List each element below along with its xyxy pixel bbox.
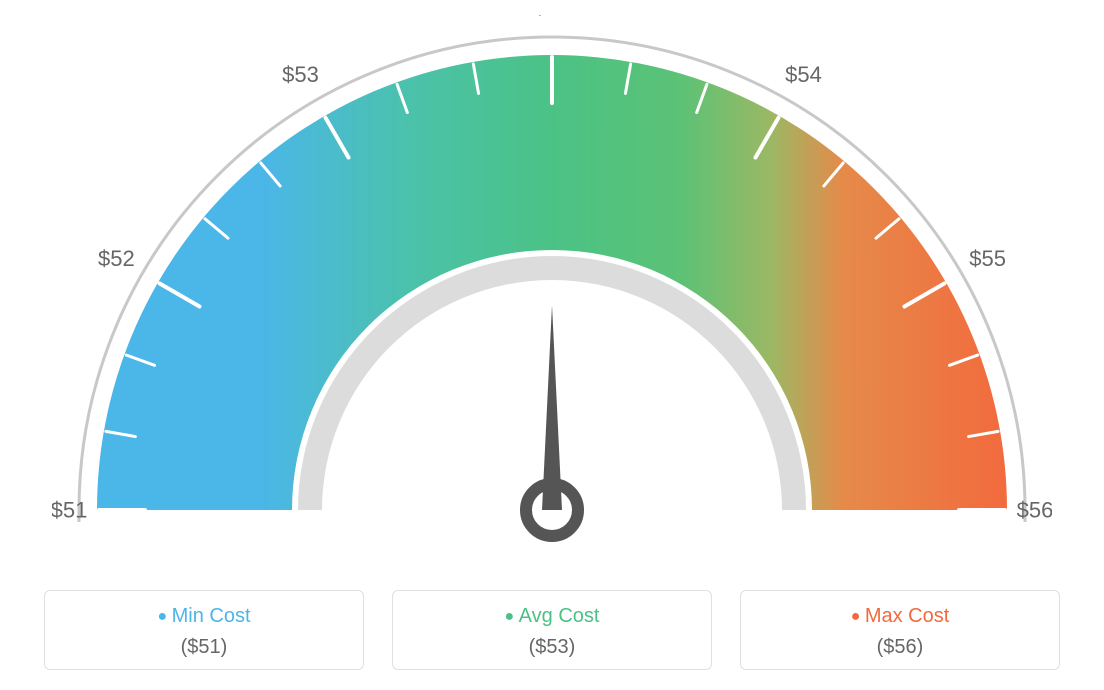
svg-text:$52: $52 [98,246,135,271]
svg-text:$53: $53 [282,62,319,87]
legend-max-box: Max Cost ($56) [740,590,1060,670]
svg-text:$54: $54 [785,62,822,87]
svg-text:$56: $56 [1017,498,1052,523]
gauge-area: $51 $52 $53 $53 $54 $55 $56 [0,0,1104,560]
legend-row: Min Cost ($51) Avg Cost ($53) Max Cost (… [0,590,1104,670]
legend-max-label: Max Cost [751,605,1049,628]
legend-min-label: Min Cost [55,605,353,628]
legend-avg-label: Avg Cost [403,605,701,628]
legend-min-value: ($51) [55,636,353,659]
legend-max-value: ($56) [751,636,1049,659]
cost-gauge-chart: $51 $52 $53 $53 $54 $55 $56 Min Cost ($51) Avg… [0,0,1104,690]
gauge-svg: $51 $52 $53 $53 $54 $55 $56 [52,15,1052,575]
svg-text:$55: $55 [969,246,1006,271]
svg-text:$53: $53 [534,15,571,20]
legend-min-box: Min Cost ($51) [44,590,364,670]
svg-text:$51: $51 [52,498,87,523]
legend-avg-box: Avg Cost ($53) [392,590,712,670]
legend-avg-value: ($53) [403,636,701,659]
